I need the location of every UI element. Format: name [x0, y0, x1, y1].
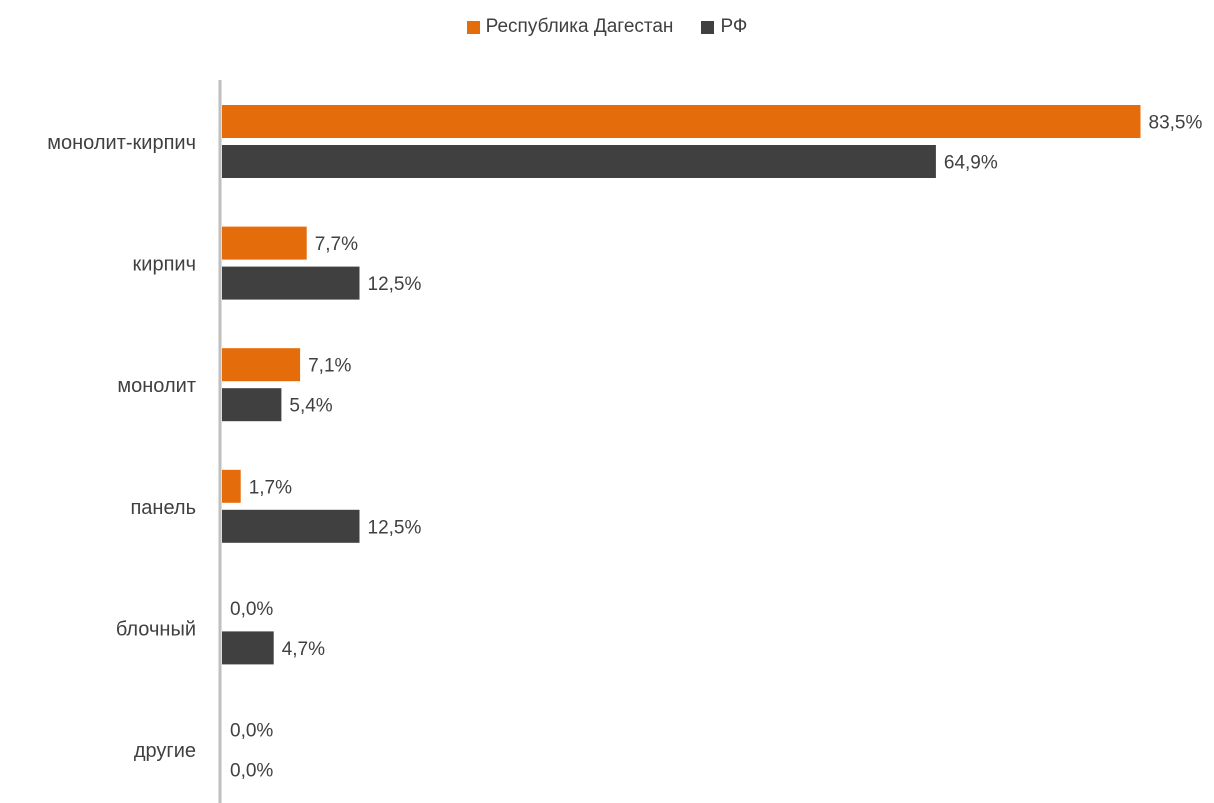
legend: Республика Дагестан РФ [0, 16, 1214, 38]
bar-rf [222, 509, 360, 543]
data-label: 64,9% [944, 153, 998, 174]
bar-dagestan [222, 105, 1141, 138]
category-label: блочный [116, 618, 196, 640]
bar-dagestan [222, 226, 307, 260]
data-label: 0,0% [230, 599, 273, 620]
data-label: 7,7% [315, 234, 358, 255]
data-label: 4,7% [282, 639, 325, 660]
category-label: кирпич [133, 254, 196, 276]
bar-dagestan [222, 469, 241, 503]
bar-rf [222, 388, 282, 422]
category-label: панель [130, 497, 196, 519]
bar-dagestan [222, 348, 301, 382]
legend-swatch-rf [701, 20, 715, 34]
bar-rf [222, 266, 360, 300]
data-label: 83,5% [1149, 113, 1203, 134]
data-label: 7,1% [308, 356, 351, 377]
data-label: 12,5% [368, 517, 422, 538]
category-label: монолит-кирпич [47, 132, 196, 154]
category-label: монолит [117, 375, 196, 397]
bar-rf [222, 631, 274, 665]
data-label: 0,0% [230, 721, 273, 742]
data-label: 1,7% [249, 477, 292, 498]
legend-swatch-dagestan [466, 20, 480, 34]
legend-label-dagestan: Республика Дагестан [485, 16, 674, 37]
legend-item-dagestan: Республика Дагестан [466, 16, 674, 38]
category-label: другие [134, 740, 196, 762]
legend-label-rf: РФ [720, 16, 748, 37]
data-label: 5,4% [289, 396, 332, 417]
legend-item-rf: РФ [701, 16, 747, 38]
data-label: 0,0% [230, 761, 273, 782]
data-label: 12,5% [368, 274, 422, 295]
bar-rf [222, 145, 936, 178]
